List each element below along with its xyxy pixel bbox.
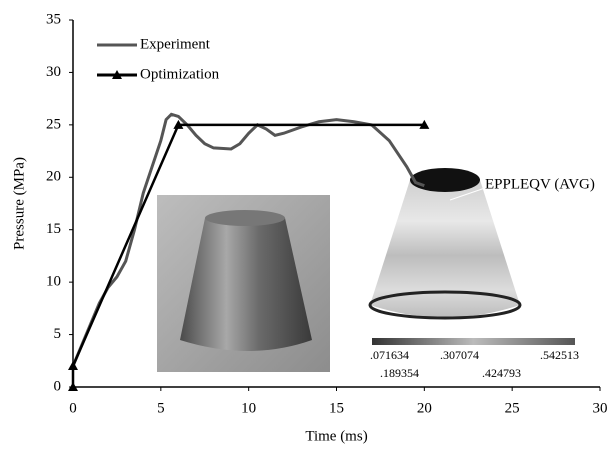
legend-label: Experiment [140,36,211,52]
x-tick-label: 0 [69,400,77,416]
x-tick-label: 10 [241,400,256,416]
x-tick-label: 5 [157,400,165,416]
y-tick-label: 35 [46,11,61,27]
fe-model-inset [368,168,575,345]
series-line [71,123,425,387]
annotation-leader [449,187,486,201]
x-tick-label: 25 [505,400,520,416]
y-tick-label: 20 [46,169,61,185]
legend-label: Optimization [140,66,220,82]
y-tick-label: 0 [54,378,62,394]
point-marker [68,382,78,391]
series-line [71,112,425,367]
annotation: .189354 [380,366,419,380]
point-marker [173,119,184,129]
photo-inset [157,195,330,372]
annotation: .307074 [440,348,479,362]
point-marker [419,119,430,129]
x-tick-label: 20 [417,400,432,416]
y-tick-label: 5 [54,326,62,342]
point-marker [68,361,78,371]
y-axis-title: Pressure (MPa) [11,157,27,250]
x-axis-title: Time (ms) [305,428,367,444]
x-tick-label: 15 [329,400,344,416]
y-tick-label: 30 [46,64,61,80]
legend-marker [112,70,122,79]
annotation: EPPLEQV (AVG) [485,176,595,192]
y-tick-label: 15 [46,221,61,237]
y-tick-label: 10 [46,274,61,290]
y-tick-label: 25 [46,116,61,132]
annotation: .542513 [540,348,579,362]
annotation: .071634 [370,348,409,362]
annotation: .424793 [482,366,521,380]
x-tick-label: 30 [593,400,608,416]
